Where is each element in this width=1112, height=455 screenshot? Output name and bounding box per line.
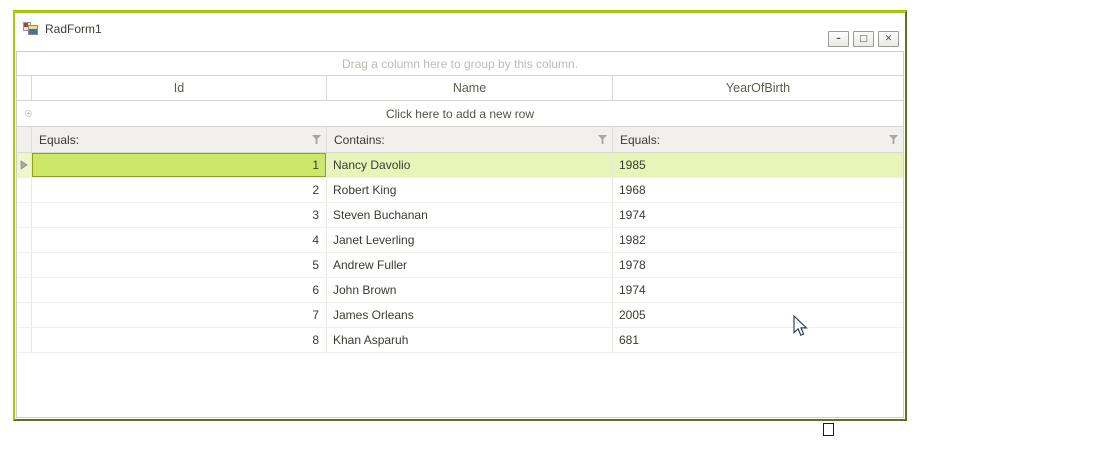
cell-yearofbirth[interactable]: 1974 bbox=[619, 283, 646, 297]
header-indicator-cell bbox=[17, 76, 32, 100]
cell-yearofbirth[interactable]: 1978 bbox=[619, 258, 646, 272]
row-indicator[interactable] bbox=[17, 228, 32, 252]
minimize-icon: – bbox=[836, 33, 841, 44]
filter-icon[interactable] bbox=[598, 133, 607, 147]
cell-id[interactable]: 6 bbox=[32, 278, 327, 302]
column-header-name[interactable]: Name bbox=[327, 76, 613, 100]
header-row: Id Name YearOfBirth bbox=[17, 76, 903, 101]
cell-name[interactable]: Nancy Davolio bbox=[327, 153, 613, 177]
row-indicator[interactable] bbox=[17, 303, 32, 327]
filter-cell-name[interactable]: Contains: bbox=[327, 127, 613, 152]
cell-yearofbirth[interactable]: 1982 bbox=[619, 233, 646, 247]
radform-window: RadForm1 – □ ✕ Drag a column here to gro… bbox=[13, 10, 907, 421]
app-icon-red-square bbox=[24, 23, 28, 27]
row-indicator[interactable] bbox=[17, 178, 32, 202]
minimize-button[interactable]: – bbox=[828, 31, 849, 47]
table-row[interactable]: 1 Nancy Davolio 1985 bbox=[17, 153, 903, 178]
filter-operator-yearofbirth: Equals: bbox=[620, 132, 661, 147]
row-indicator[interactable] bbox=[17, 203, 32, 227]
cell-yearofbirth[interactable]: 1968 bbox=[619, 183, 646, 197]
cell-id[interactable]: 5 bbox=[32, 253, 327, 277]
table-row[interactable]: 3 Steven Buchanan 1974 bbox=[17, 203, 903, 228]
maximize-button[interactable]: □ bbox=[853, 31, 874, 47]
filter-icon[interactable] bbox=[889, 133, 898, 147]
cell-name[interactable]: Andrew Fuller bbox=[327, 253, 613, 277]
add-row-plus-icon[interactable] bbox=[17, 101, 32, 126]
window-title: RadForm1 bbox=[45, 22, 102, 36]
cell-id[interactable]: 2 bbox=[32, 178, 327, 202]
app-icon bbox=[23, 21, 39, 36]
table-row[interactable]: 5 Andrew Fuller 1978 bbox=[17, 253, 903, 278]
table-row[interactable]: 4 Janet Leverling 1982 bbox=[17, 228, 903, 253]
row-indicator[interactable] bbox=[17, 278, 32, 302]
cell-name[interactable]: James Orleans bbox=[327, 303, 613, 327]
current-row-indicator[interactable] bbox=[17, 153, 32, 177]
table-row[interactable]: 6 John Brown 1974 bbox=[17, 278, 903, 303]
cell-yearofbirth[interactable]: 1985 bbox=[613, 153, 903, 177]
row-indicator[interactable] bbox=[17, 253, 32, 277]
column-header-yearofbirth[interactable]: YearOfBirth bbox=[725, 81, 791, 95]
filter-cell-id[interactable]: Equals: bbox=[32, 127, 327, 152]
table-row[interactable]: 7 James Orleans 2005 bbox=[17, 303, 903, 328]
filter-row: Equals: Contains: Equals: bbox=[17, 127, 903, 153]
filter-operator-id: Equals: bbox=[39, 132, 80, 147]
cell-id[interactable]: 1 bbox=[32, 153, 327, 177]
cell-name[interactable]: Robert King bbox=[327, 178, 613, 202]
table-row[interactable]: 2 Robert King 1968 bbox=[17, 178, 903, 203]
row-indicator[interactable] bbox=[17, 328, 32, 352]
close-button[interactable]: ✕ bbox=[878, 31, 899, 47]
close-icon: ✕ bbox=[884, 33, 893, 44]
cell-yearofbirth[interactable]: 2005 bbox=[619, 308, 646, 322]
maximize-icon: □ bbox=[859, 33, 868, 44]
cell-id[interactable]: 4 bbox=[32, 228, 327, 252]
cell-yearofbirth[interactable]: 1974 bbox=[619, 208, 646, 222]
cell-yearofbirth[interactable]: 681 bbox=[619, 333, 640, 347]
data-rows: 1 Nancy Davolio 1985 2 Robert King 1968 3 Steve… bbox=[17, 153, 903, 353]
stray-caret-box bbox=[823, 423, 834, 436]
add-new-row[interactable]: Click here to add a new row bbox=[17, 101, 903, 127]
cell-id[interactable]: 8 bbox=[32, 328, 327, 352]
cell-name[interactable]: Khan Asparuh bbox=[327, 328, 613, 352]
cell-name[interactable]: Janet Leverling bbox=[327, 228, 613, 252]
cell-name[interactable]: John Brown bbox=[327, 278, 613, 302]
cell-id[interactable]: 7 bbox=[32, 303, 327, 327]
cell-id[interactable]: 3 bbox=[32, 203, 327, 227]
cell-name[interactable]: Steven Buchanan bbox=[327, 203, 613, 227]
column-header-id[interactable]: Id bbox=[32, 76, 327, 100]
filter-indicator-cell bbox=[17, 127, 32, 152]
add-new-row-label[interactable]: Click here to add a new row bbox=[385, 106, 535, 121]
window-controls: – □ ✕ bbox=[828, 31, 899, 47]
table-row[interactable]: 8 Khan Asparuh 681 bbox=[17, 328, 903, 353]
filter-cell-yearofbirth[interactable]: Equals: bbox=[613, 127, 903, 152]
rad-grid-view: Drag a column here to group by this colu… bbox=[16, 51, 904, 418]
group-by-panel[interactable]: Drag a column here to group by this colu… bbox=[17, 52, 903, 76]
filter-icon[interactable] bbox=[312, 133, 321, 147]
titlebar[interactable]: RadForm1 – □ ✕ bbox=[15, 13, 905, 51]
filter-operator-name: Contains: bbox=[334, 132, 385, 147]
app-icon-blue-square bbox=[29, 29, 37, 34]
